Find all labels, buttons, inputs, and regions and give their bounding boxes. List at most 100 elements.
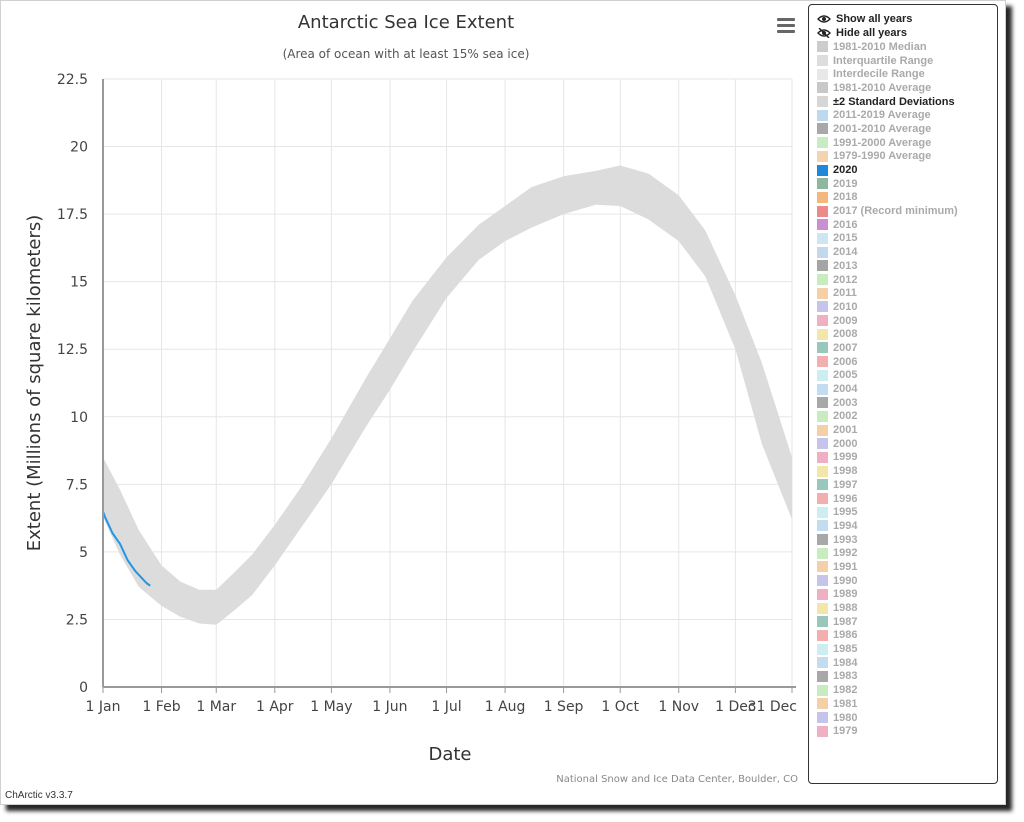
legend-item[interactable]: 1995 [817,505,997,519]
x-tick-label: 1 Oct [601,699,639,715]
legend-swatch [817,397,828,409]
legend-item-label: 1993 [833,533,858,546]
legend-swatch [817,287,828,299]
legend-item-label: 2003 [833,396,858,409]
legend-item[interactable]: 1991-2000 Average [817,136,997,150]
legend-item[interactable]: 2019 [817,177,997,191]
legend-item-label: 2013 [833,259,858,272]
legend-item[interactable]: 1979-1990 Average [817,150,997,164]
legend-item[interactable]: 1986 [817,629,997,643]
legend-item[interactable]: 1989 [817,588,997,602]
legend-item-label: ±2 Standard Deviations [833,95,955,108]
legend-swatch [817,383,828,395]
legend-item[interactable]: 1998 [817,464,997,478]
legend-item[interactable]: Interquartile Range [817,54,997,68]
legend-swatch [817,657,828,669]
legend-item[interactable]: 1990 [817,574,997,588]
legend-item-label: 2002 [833,410,858,423]
legend-swatch [817,493,828,505]
legend-item[interactable]: 1988 [817,601,997,615]
x-tick-label: 1 May [310,699,352,715]
hide-all-years-label: Hide all years [836,26,907,39]
legend-item[interactable]: 2006 [817,355,997,369]
legend-item-label: 1984 [833,656,858,669]
legend-item[interactable]: 1979 [817,724,997,738]
legend-item[interactable]: 2000 [817,437,997,451]
legend-swatch [817,712,828,724]
legend-item[interactable]: 1981-2010 Median [817,40,997,54]
legend-item[interactable]: 1996 [817,492,997,506]
series-line-2020 [102,511,151,587]
show-all-years-button[interactable]: Show all years [817,12,997,25]
legend-item[interactable]: 2007 [817,341,997,355]
legend-item-label: 2007 [833,341,858,354]
legend-item[interactable]: 1981-2010 Average [817,81,997,95]
legend-item[interactable]: 1993 [817,533,997,547]
legend-item-label: 2004 [833,383,858,396]
std-dev-band-layer [103,165,792,625]
legend-swatch [817,301,828,313]
legend-item[interactable]: 2010 [817,300,997,314]
legend-item[interactable]: 1999 [817,451,997,465]
hamburger-menu-icon[interactable] [775,15,797,37]
y-tick-label: 12.5 [57,342,88,358]
legend-item-label: 2016 [833,218,858,231]
y-tick-label: 20 [70,140,88,156]
legend-item[interactable]: 2004 [817,382,997,396]
legend-item[interactable]: 2018 [817,191,997,205]
legend-item[interactable]: 2011-2019 Average [817,108,997,122]
legend-list: 1981-2010 Median Interquartile Range Inter… [809,40,997,738]
legend-item[interactable]: 2005 [817,369,997,383]
legend-swatch [817,684,828,696]
legend-item[interactable]: 1980 [817,711,997,725]
legend-item[interactable]: 2013 [817,259,997,273]
y-tick-label: 17.5 [57,207,88,223]
legend-item[interactable]: 1982 [817,683,997,697]
legend-item-label: 1979 [833,725,858,738]
legend-item[interactable]: 2001-2010 Average [817,122,997,136]
legend-swatch [817,55,828,67]
legend-item[interactable]: 2012 [817,273,997,287]
legend-item[interactable]: 2008 [817,327,997,341]
legend-swatch [817,410,828,422]
menu-bar [777,30,795,33]
legend-item[interactable]: 1997 [817,478,997,492]
legend-swatch [817,123,828,135]
legend-swatch [817,137,828,149]
legend-item[interactable]: 2002 [817,410,997,424]
legend-swatch [817,328,828,340]
legend-item-label: 1980 [833,711,858,724]
legend-item-label: 1981-2010 Average [833,81,932,94]
legend-item[interactable]: 2014 [817,245,997,259]
legend-item[interactable]: 2009 [817,314,997,328]
legend-item[interactable]: Interdecile Range [817,67,997,81]
legend-swatch [817,150,828,162]
legend-item[interactable]: 2020 [817,163,997,177]
legend-item[interactable]: 2001 [817,423,997,437]
legend-item[interactable]: ±2 Standard Deviations [817,95,997,109]
legend-item[interactable]: 2015 [817,232,997,246]
legend-item[interactable]: 1992 [817,546,997,560]
legend-item[interactable]: 1987 [817,615,997,629]
y-tick-label: 0 [79,680,88,696]
legend-item-label: 1986 [833,629,858,642]
legend-item[interactable]: 1985 [817,642,997,656]
y-tick-label: 10 [70,410,88,426]
legend-item[interactable]: 2011 [817,286,997,300]
legend-item[interactable]: 2016 [817,218,997,232]
legend-swatch [817,670,828,682]
show-all-years-label: Show all years [836,12,913,25]
legend-item[interactable]: 2003 [817,396,997,410]
legend-item-label: 1999 [833,451,858,464]
legend-item[interactable]: 1983 [817,670,997,684]
legend-item[interactable]: 1994 [817,519,997,533]
hide-all-years-button[interactable]: Hide all years [817,26,997,39]
legend-item[interactable]: 1984 [817,656,997,670]
legend-item[interactable]: 1991 [817,560,997,574]
chart-area: 0 2.5 5 7.5 10 12.5 15 17.5 20 22.5 1 Jan 1 Feb 1 M… [5,12,798,801]
legend-item-label: 1988 [833,602,858,615]
legend-swatch [817,561,828,573]
legend-swatch [817,547,828,559]
legend-item[interactable]: 1981 [817,697,997,711]
legend-item[interactable]: 2017 (Record minimum) [817,204,997,218]
